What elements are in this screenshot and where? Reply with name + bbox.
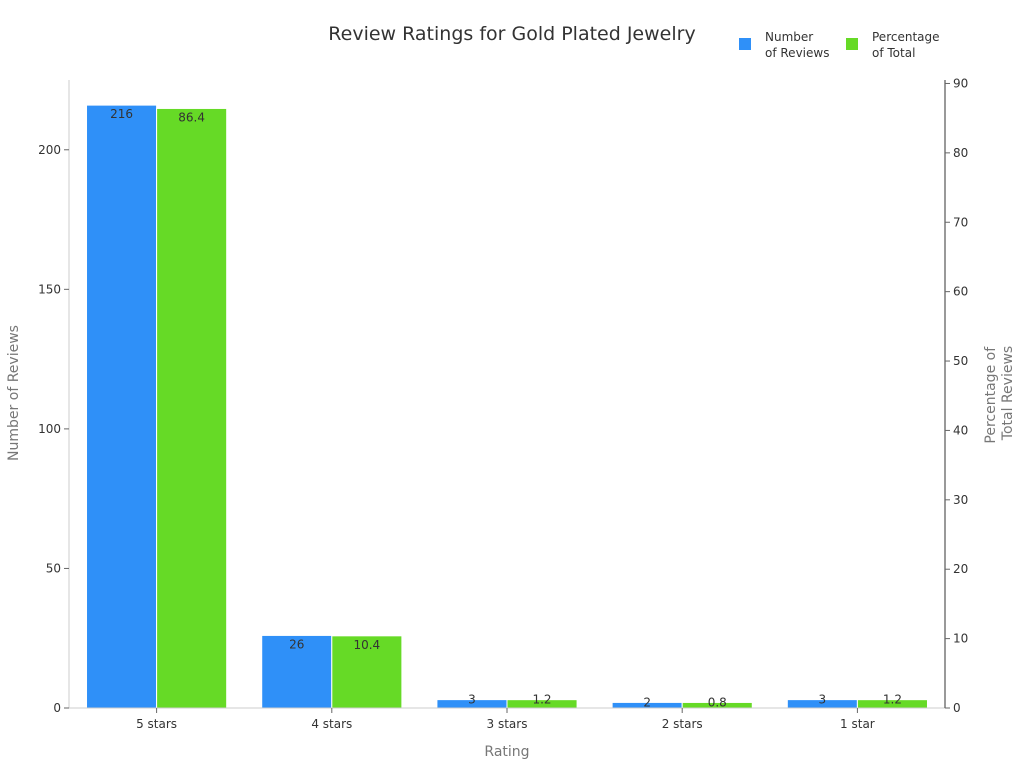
bar-count — [261, 634, 333, 709]
legend-label: Number of Reviews — [765, 30, 829, 60]
bar-value-label: 26 — [289, 637, 304, 651]
legend-label-line: of Total — [872, 46, 915, 60]
bar-value-label: 3 — [468, 693, 476, 707]
legend-label: Percentage of Total — [872, 30, 940, 60]
y2-axis-title-line-1: Percentage of — [983, 346, 999, 444]
x-tick-label: 1 star — [840, 717, 875, 731]
legend-label-line: Number — [765, 30, 813, 44]
bar-value-label: 216 — [110, 107, 133, 121]
legend-label-line: Percentage — [872, 30, 940, 44]
x-axis-ticks: 5 stars 4 stars 3 stars 2 stars 1 star — [136, 708, 875, 731]
x-axis-title: Rating — [484, 744, 529, 760]
bar-count — [86, 104, 158, 709]
bar-percentage — [331, 635, 403, 709]
legend: Number of Reviews Percentage of Total — [739, 30, 940, 60]
y-tick-label: 0 — [53, 701, 61, 715]
y2-tick-label: 40 — [953, 423, 968, 437]
bar-value-label: 10.4 — [353, 638, 380, 652]
x-tick-label: 3 stars — [487, 717, 528, 731]
y-tick-label: 200 — [38, 143, 61, 157]
bar-value-label: 1.2 — [532, 693, 551, 707]
y-axis-title: Number of Reviews — [6, 325, 22, 461]
bar-value-label: 1.2 — [883, 693, 902, 707]
y-tick-label: 100 — [38, 422, 61, 436]
x-tick-label: 5 stars — [136, 717, 177, 731]
y2-axis-ticks: 0 10 20 30 40 50 60 70 80 90 — [945, 76, 968, 715]
bar-value-label: 2 — [643, 695, 651, 709]
bar-value-label: 0.8 — [708, 695, 727, 709]
y2-tick-label: 90 — [953, 76, 968, 90]
bar-value-label: 86.4 — [178, 110, 205, 124]
y2-tick-label: 80 — [953, 146, 968, 160]
y-axis-ticks: 0 50 100 150 200 — [38, 143, 69, 715]
y2-tick-label: 30 — [953, 493, 968, 507]
legend-swatch — [739, 38, 751, 50]
y-tick-label: 50 — [46, 561, 61, 575]
legend-label-line: of Reviews — [765, 46, 829, 60]
y2-axis-title: Percentage of Total Reviews — [983, 342, 1016, 443]
y2-tick-label: 0 — [953, 701, 961, 715]
bars-group — [86, 104, 928, 709]
bar-value-label: 3 — [819, 693, 827, 707]
x-tick-label: 4 stars — [311, 717, 352, 731]
y-tick-label: 150 — [38, 282, 61, 296]
y2-tick-label: 60 — [953, 285, 968, 299]
x-tick-label: 2 stars — [662, 717, 703, 731]
bar-percentage — [156, 107, 228, 709]
legend-swatch — [846, 38, 858, 50]
chart-title: Review Ratings for Gold Plated Jewelry — [328, 23, 695, 45]
y2-axis-title-line-2: Total Reviews — [1000, 346, 1016, 441]
y2-tick-label: 70 — [953, 215, 968, 229]
y2-tick-label: 20 — [953, 562, 968, 576]
y2-tick-label: 50 — [953, 354, 968, 368]
bar-labels-group: 216 86.4 26 10.4 3 1.2 2 0.8 3 1.2 — [110, 107, 902, 709]
y2-tick-label: 10 — [953, 632, 968, 646]
